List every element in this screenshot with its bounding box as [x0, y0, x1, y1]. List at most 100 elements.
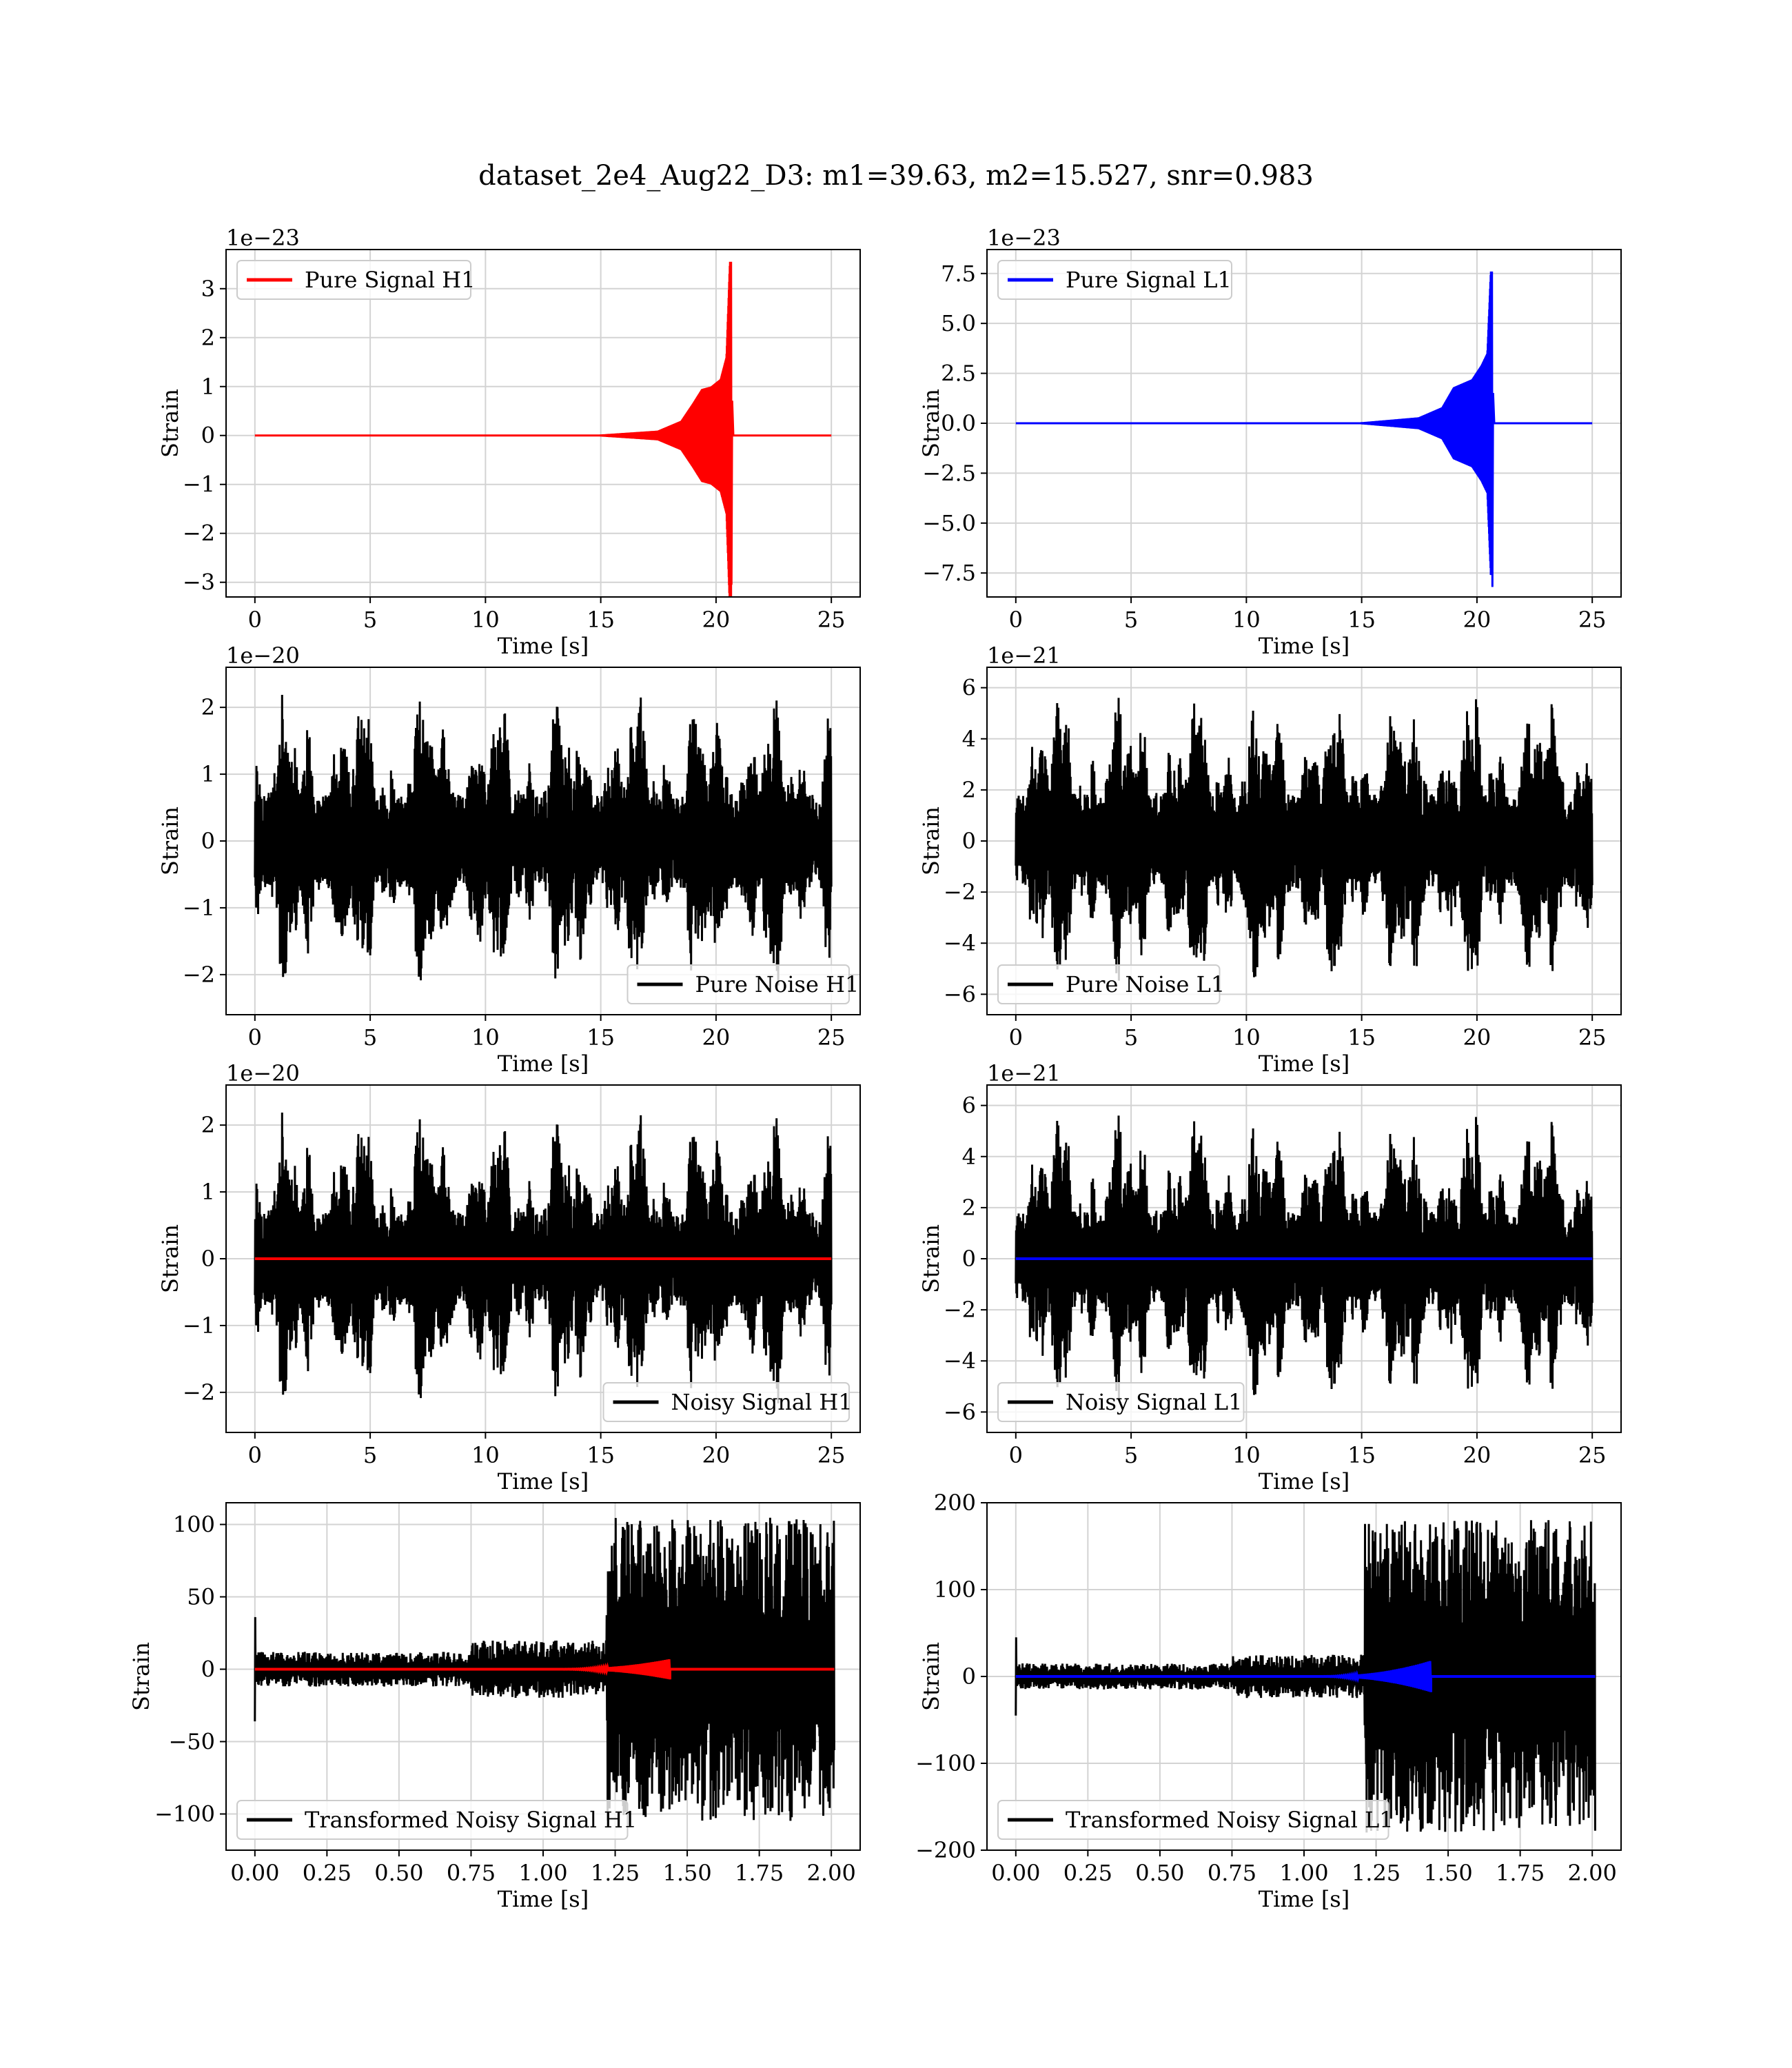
- x-tick-label: 15: [587, 607, 615, 633]
- offset-text: 1e−21: [987, 642, 1061, 669]
- x-tick-label: 10: [1232, 607, 1261, 633]
- offset-text: 1e−20: [226, 1060, 300, 1086]
- legend-label: Pure Noise H1: [695, 971, 859, 997]
- x-tick-label: 20: [1463, 607, 1491, 633]
- series-line: [1015, 1115, 1594, 1399]
- legend-box: [997, 964, 1221, 1004]
- y-axis-label: Strain: [918, 1642, 944, 1711]
- offset-text: 1e−21: [987, 1060, 1061, 1086]
- x-tick-label: 5: [1124, 1442, 1138, 1468]
- y-tick-label: −2.5: [922, 460, 976, 486]
- x-tick-label: 0.75: [1208, 1860, 1256, 1886]
- plot-area: [1015, 271, 1593, 587]
- y-tick-label: 5.0: [941, 310, 976, 336]
- y-tick-label: 4: [962, 1144, 976, 1170]
- x-tick-label: 1.00: [1279, 1860, 1328, 1886]
- x-tick-label: 20: [702, 607, 731, 633]
- series-line: [254, 261, 832, 597]
- legend-label: Transformed Noisy Signal H1: [305, 1807, 637, 1833]
- y-tick-label: 7.5: [941, 261, 976, 287]
- series-line-overlay: [254, 1659, 835, 1680]
- y-tick-label: −2: [183, 962, 215, 988]
- plot-area: [254, 261, 832, 597]
- y-axis-label: Strain: [157, 389, 183, 458]
- legend: Pure Noise L1: [997, 964, 1225, 1004]
- y-tick-label: −200: [915, 1837, 976, 1863]
- y-tick-label: −6: [944, 1399, 976, 1425]
- x-axis-label: Time [s]: [1259, 633, 1350, 659]
- x-axis-label: Time [s]: [498, 1468, 589, 1494]
- x-tick-label: 1.50: [1423, 1860, 1472, 1886]
- subplot-pure-noise-h1: 0 5 10 15 20 25 −2 −1 0 1 2 Time [s] Strain 1e−20 Pure…: [157, 642, 861, 1077]
- x-axis-label: Time [s]: [498, 1886, 589, 1912]
- legend: Noisy Signal H1: [602, 1382, 853, 1422]
- subplot-transformed-noisy-signal-h1: 0.00 0.25 0.50 0.75 1.00 1.25 1.50 1.75 2.00 −100…: [128, 1502, 861, 1912]
- y-axis-label: Strain: [918, 807, 944, 875]
- y-tick-label: 2: [201, 325, 215, 351]
- series-line: [254, 694, 833, 986]
- x-axis-label: Time [s]: [498, 1051, 589, 1077]
- y-tick-label: −1: [183, 1312, 215, 1339]
- y-tick-label: −1: [183, 895, 215, 921]
- x-tick-label: 0: [248, 1442, 262, 1468]
- legend-label: Noisy Signal H1: [671, 1389, 853, 1415]
- y-tick-label: 1: [201, 374, 215, 400]
- x-tick-label: 1.75: [1496, 1860, 1545, 1886]
- legend-box: [627, 964, 850, 1004]
- x-tick-label: 20: [1463, 1024, 1491, 1051]
- plot-area: [254, 1517, 835, 1821]
- axes-frame: [225, 249, 861, 598]
- y-tick-label: −4: [944, 930, 976, 956]
- x-tick-label: 15: [587, 1442, 615, 1468]
- subplot-pure-signal-h1: 0 5 10 15 20 25 −3 −2 −1 0 1 2 3 Time [s] Strain 1e−23P…: [157, 225, 861, 659]
- x-tick-label: 25: [817, 607, 846, 633]
- x-tick-label: 10: [1232, 1442, 1261, 1468]
- x-axis-label: Time [s]: [1259, 1468, 1350, 1494]
- x-tick-label: 0: [248, 1024, 262, 1051]
- y-tick-label: −1: [183, 472, 215, 498]
- y-tick-label: 0: [962, 1663, 976, 1690]
- legend-label: Noisy Signal L1: [1066, 1389, 1243, 1415]
- y-axis-label: Strain: [918, 1224, 944, 1293]
- x-tick-label: 20: [1463, 1442, 1491, 1468]
- y-tick-label: −2: [944, 1297, 976, 1323]
- x-tick-label: 25: [1578, 607, 1607, 633]
- x-tick-label: 25: [1578, 1024, 1607, 1051]
- x-tick-label: 0.25: [303, 1860, 352, 1886]
- legend: Transformed Noisy Signal L1: [997, 1800, 1394, 1840]
- y-tick-label: 100: [934, 1577, 976, 1603]
- legend: Pure Signal L1: [997, 260, 1232, 300]
- y-tick-label: 1: [201, 1179, 215, 1205]
- x-tick-label: 1.25: [1352, 1860, 1401, 1886]
- legend-label: Pure Signal L1: [1066, 267, 1232, 293]
- y-tick-label: 2.5: [941, 361, 976, 387]
- legend: Transformed Noisy Signal H1: [236, 1800, 637, 1840]
- x-tick-label: 0: [1009, 1442, 1023, 1468]
- x-tick-label: 10: [471, 1024, 500, 1051]
- series-line: [1015, 698, 1594, 981]
- x-tick-label: 0.25: [1063, 1860, 1112, 1886]
- y-tick-label: 0: [201, 1656, 215, 1683]
- y-tick-label: 3: [201, 276, 215, 302]
- y-tick-label: −5.0: [922, 510, 976, 536]
- y-tick-label: 200: [934, 1490, 976, 1516]
- plot-area: [254, 694, 833, 986]
- legend-label: Pure Noise L1: [1066, 971, 1225, 997]
- axes-background: [226, 250, 860, 597]
- y-tick-label: −100: [915, 1750, 976, 1776]
- legend-box: [997, 1382, 1245, 1422]
- x-tick-label: 15: [1347, 607, 1376, 633]
- y-axis-label: Strain: [918, 389, 944, 458]
- legend-label: Pure Signal H1: [305, 267, 476, 293]
- figure-title: dataset_2e4_Aug22_D3: m1=39.63, m2=15.52…: [478, 160, 1314, 192]
- x-tick-label: 25: [1578, 1442, 1607, 1468]
- y-tick-label: −100: [154, 1801, 215, 1827]
- x-axis-label: Time [s]: [1259, 1051, 1350, 1077]
- x-tick-label: 15: [1347, 1442, 1376, 1468]
- y-tick-label: 2: [201, 1112, 215, 1138]
- x-axis-label: Time [s]: [1259, 1886, 1350, 1912]
- y-tick-label: −7.5: [922, 560, 976, 586]
- x-tick-label: 0: [248, 607, 262, 633]
- x-tick-label: 25: [817, 1442, 846, 1468]
- y-tick-label: 0: [201, 828, 215, 854]
